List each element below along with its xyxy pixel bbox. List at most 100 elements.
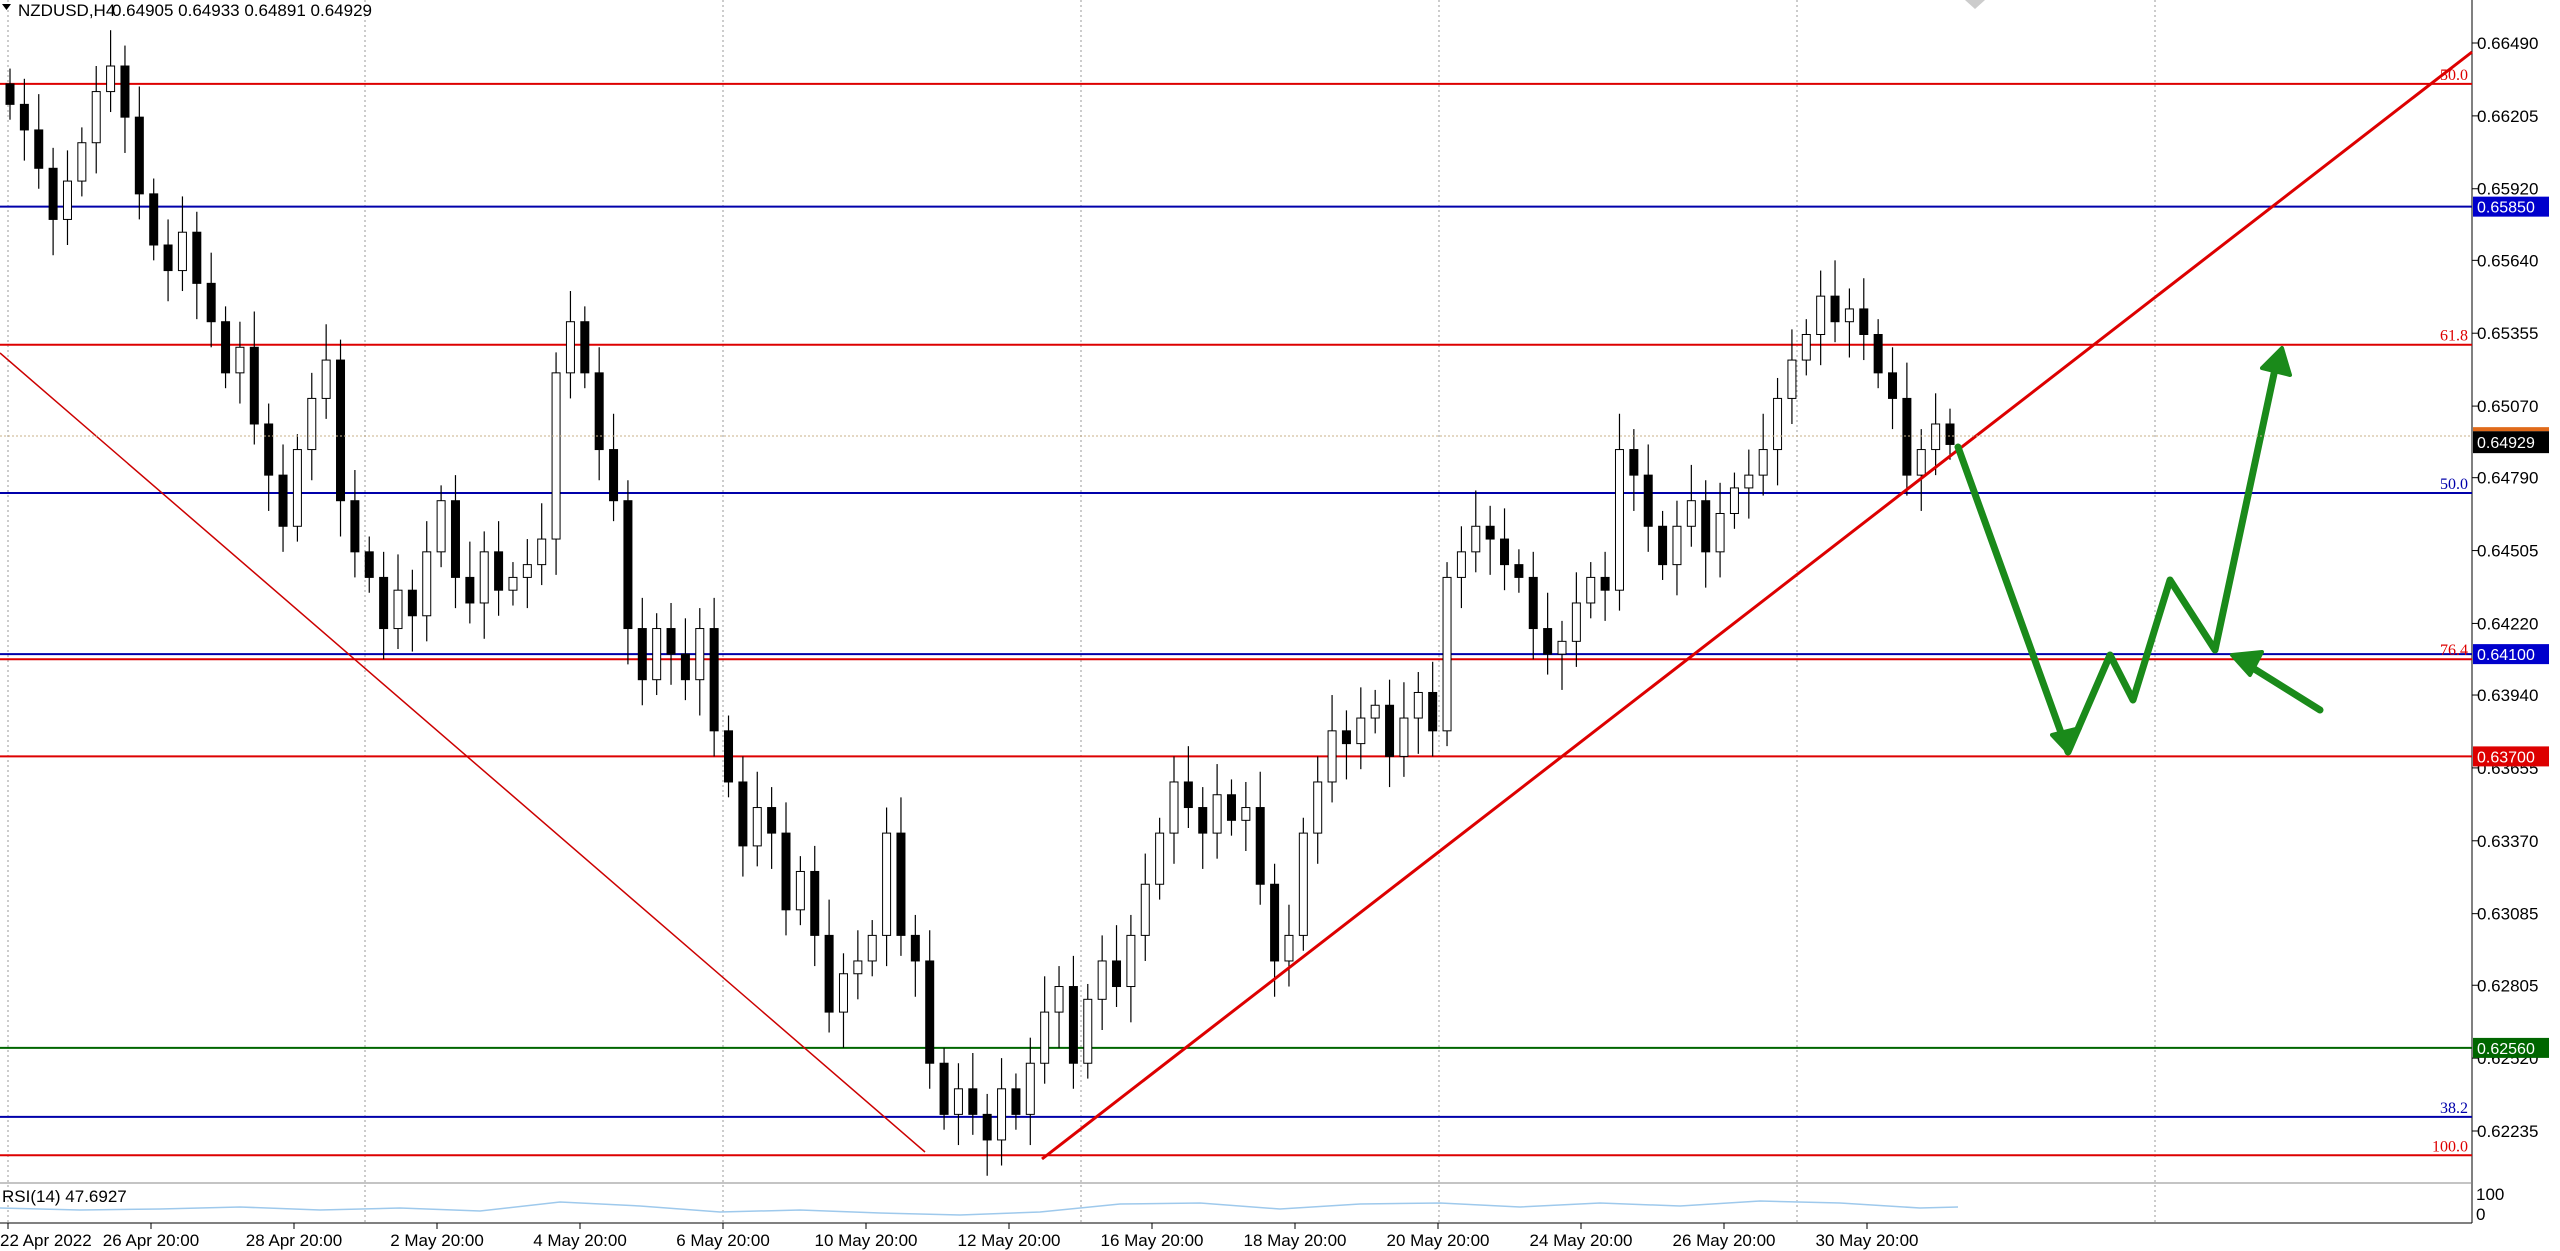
candle [1629,429,1639,511]
candle [1385,679,1395,788]
falling-trendline[interactable] [0,352,926,1153]
candle [62,150,72,246]
candle [1241,781,1251,852]
collapse-triangle-icon[interactable] [2,4,11,10]
candle [652,613,662,696]
candle [767,787,777,869]
candle [781,802,791,936]
candle [1399,682,1409,777]
y-tick-label: 0.66205 [2477,107,2538,126]
candle [1356,687,1366,770]
candle [1816,270,1826,366]
scroll-shift-marker-icon[interactable] [1965,0,1985,9]
fib-level-label: 100.0 [2432,1138,2468,1155]
candle [336,339,346,537]
candle [34,94,44,189]
y-tick-label: 0.65640 [2477,251,2538,270]
candle [1025,1037,1035,1146]
candle [1011,1073,1021,1130]
candle [1614,413,1624,611]
rising-trendline[interactable] [1041,50,2473,1161]
candle [221,306,231,389]
x-tick-label: 6 May 20:00 [676,1231,770,1250]
candle [637,597,647,706]
candle [1198,787,1208,869]
candle [1140,853,1150,961]
candle [1844,288,1854,358]
grid [7,0,2156,1223]
candle [149,178,159,261]
candle [177,196,187,292]
y-tick-label: 0.66490 [2477,34,2538,53]
candle [1758,413,1768,496]
candle [350,470,360,578]
arrowhead-up [2260,346,2292,377]
x-tick-label: 28 Apr 20:00 [246,1231,342,1250]
candle [853,930,863,1000]
level-price-box [2473,746,2549,767]
candle [1600,551,1610,621]
candle [1801,319,1811,376]
candle [364,536,374,593]
candle [1701,480,1711,588]
candle [393,554,403,650]
candle [5,68,15,120]
candle [824,899,834,1033]
candle [609,413,619,522]
candle [1313,756,1323,864]
candle [1672,500,1682,596]
candle [307,372,317,481]
candle [292,434,302,542]
fib-level-label: 61.8 [2440,328,2468,345]
x-tick-label: 16 May 20:00 [1100,1231,1203,1250]
y-tick-label: 0.64220 [2477,614,2538,633]
candle [422,521,432,642]
x-tick-label: 18 May 20:00 [1243,1231,1346,1250]
y-tick-label: 0.64790 [2477,469,2538,488]
candle [680,618,690,701]
level-price-label: 0.63700 [2477,749,2535,766]
candle [1212,764,1222,859]
candle [134,86,144,220]
arrowhead-left [2230,650,2264,677]
candle [1902,362,1912,496]
ask-price-marker [2473,427,2549,432]
forecast-arrows[interactable] [1954,346,2324,756]
x-tick-label: 24 May 20:00 [1529,1231,1632,1250]
candle [494,521,504,616]
price-boxes: 0.65850 0.64100 0.63700 0.62560 0.64929 [2473,196,2549,1058]
candle [77,127,87,197]
y-tick-label: 0.65355 [2477,324,2538,343]
candle [997,1058,1007,1166]
candle [810,845,820,967]
candle [1327,695,1337,803]
level-price-box [2473,196,2549,217]
x-tick-label: 26 May 20:00 [1672,1231,1775,1250]
rsi-scale-bottom: 0 [2476,1205,2485,1224]
candle [1054,966,1064,1048]
candle [1686,464,1696,547]
y-tick-label: 0.65920 [2477,180,2538,199]
candle [1083,983,1093,1079]
y-tick-label: 0.65070 [2477,397,2538,416]
candle [910,914,920,997]
candle [1586,562,1596,619]
candle [235,321,245,404]
candle [1097,935,1107,1030]
candle [1442,562,1452,747]
y-tick-label: 0.62805 [2477,976,2538,995]
candle [982,1093,992,1176]
candle [1155,817,1165,900]
candle [1945,408,1955,460]
symbol-title: NZDUSD,H4 [18,1,115,20]
candle [594,347,604,481]
candle [752,771,762,867]
candle [939,1047,949,1130]
rsi-line [0,1200,1959,1216]
candle [1557,620,1567,690]
candle [321,324,331,419]
candle [1413,672,1423,754]
x-tick-label: 30 May 20:00 [1815,1231,1918,1250]
candle [1485,505,1495,575]
